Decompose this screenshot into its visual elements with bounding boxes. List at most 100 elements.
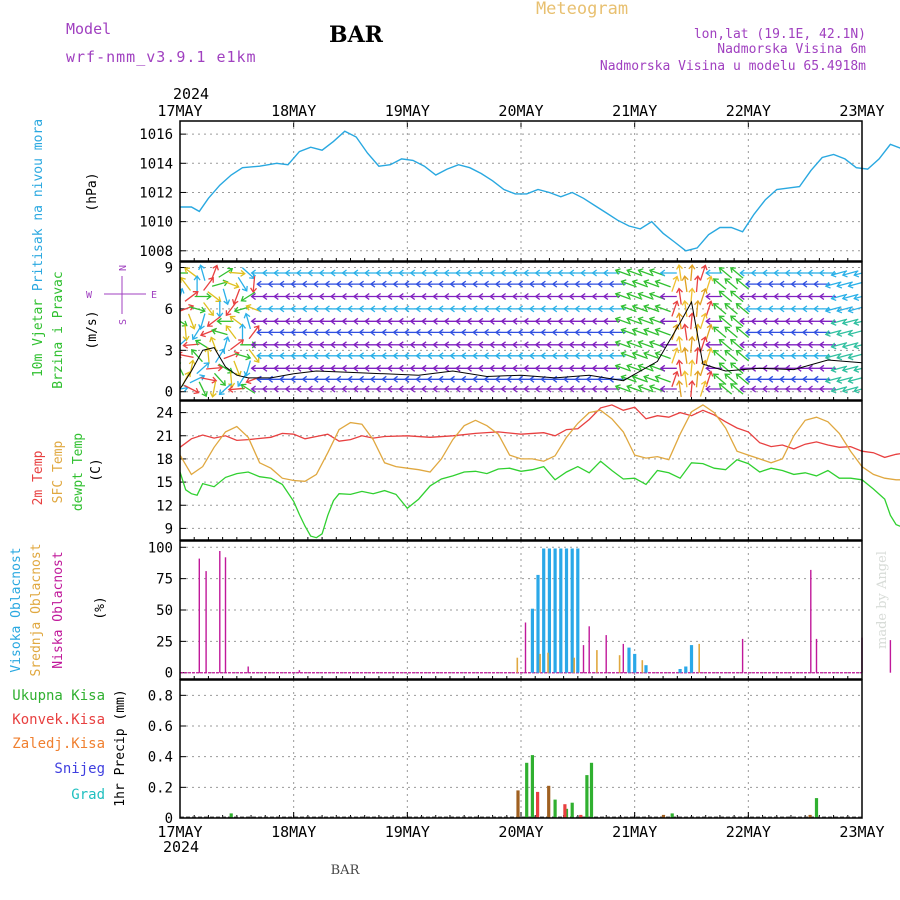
top-date-label: 21MAY (612, 102, 657, 120)
cloud-low-bar (205, 571, 207, 673)
cloud-high-bar (564, 548, 569, 673)
compass-w: W (86, 290, 93, 301)
precip-frozen-bar (516, 790, 520, 818)
cloud-high-bar (576, 548, 580, 673)
top-date-label: 18MAY (271, 102, 316, 120)
precip-conv-bar (563, 804, 567, 818)
y-tick-label: 100 (148, 540, 173, 556)
y-tick-label: 0 (165, 811, 173, 827)
y-tick-label: 6 (165, 302, 173, 318)
precip-legend-conv: Konvek.Kisa (12, 712, 105, 728)
precip-total-bar (670, 813, 674, 818)
y-tick-label: 1014 (139, 156, 173, 172)
compass-s: S (118, 319, 129, 325)
t2m-ylabel: 2m Temp (31, 450, 46, 505)
temp-unit: (C) (89, 458, 104, 481)
wind-speed-line (180, 300, 862, 390)
y-tick-label: 0.6 (148, 719, 173, 735)
dewpt-line (179, 458, 900, 539)
footer-station: BAR (331, 863, 361, 878)
y-tick-label: 3 (165, 343, 173, 359)
cloud-low-bar (815, 638, 818, 673)
wind-ylabel-sub: Brzina i Pravac (51, 271, 66, 388)
cloud-mid-bar (698, 643, 700, 673)
precip-total-bar (525, 762, 529, 818)
t2m-line (179, 404, 900, 459)
y-tick-label: 75 (156, 572, 173, 588)
bottom-date-label: 20MAY (498, 823, 543, 841)
cloud-mid-bar (539, 653, 541, 673)
cloud-low-bar (889, 640, 892, 673)
compass-e: E (151, 290, 157, 301)
product-title: Meteogram (536, 0, 628, 19)
cloud-high-ylabel: Visoka Oblacnost (9, 547, 24, 672)
panel-frame (179, 400, 863, 541)
cloud-mid-bar (547, 652, 549, 673)
cloud-high-bar (559, 548, 563, 673)
cloud-low-bar (198, 558, 200, 673)
pressure-line (180, 130, 900, 252)
panel-frame (179, 540, 863, 680)
cloud-high-bar (644, 665, 648, 673)
precip-legend-snow: Snijeg (54, 761, 105, 777)
top-date-label: 19MAY (385, 102, 430, 120)
precip-total-bar (585, 775, 589, 818)
tsfc-ylabel: SFC Temp (51, 441, 66, 504)
cloud-unit: (%) (93, 596, 108, 619)
y-tick-label: 0.8 (148, 688, 173, 704)
cloud-high-bar (553, 548, 557, 673)
y-tick-label: 1016 (139, 127, 173, 143)
cloud-low-bar (582, 645, 585, 673)
y-tick-label: 1012 (139, 185, 173, 201)
panel-frame (179, 261, 863, 401)
coords-label: lon,lat (19.1E, 42.1N) (694, 27, 866, 42)
precip-total-bar (570, 802, 574, 818)
cloud-low-ylabel: Niska Oblacnost (51, 551, 66, 668)
precip-unit: 1hr Precip (mm) (113, 689, 128, 806)
y-tick-label: 1010 (139, 215, 173, 231)
cloud-high-bar (627, 647, 631, 673)
precip-total-bar (530, 755, 534, 818)
cloud-low-bar (622, 643, 624, 673)
cloud-panel: 0 25 50 75 100 (148, 540, 892, 682)
y-tick-label: 21 (156, 429, 173, 445)
precip-total-bar (814, 798, 819, 818)
top-date-label: 22MAY (726, 102, 771, 120)
y-tick-label: 0 (165, 666, 173, 682)
bottom-date-label: 21MAY (612, 823, 657, 841)
top-date-label: 20MAY (498, 102, 543, 120)
temperature-panel: 9 12 15 18 21 24 (156, 400, 900, 541)
cloud-low-bar (605, 635, 607, 673)
precip-conv-bar (579, 814, 583, 818)
cloud-low-bar (298, 670, 301, 673)
model-value: wrf-nmm_v3.9.1 e1km (66, 48, 257, 66)
panel-frame (179, 679, 863, 819)
precip-legend-total: Ukupna Kisa (12, 688, 105, 704)
precip-total-bar (229, 813, 233, 818)
compass-n: N (118, 265, 129, 271)
cloud-mid-bar (618, 655, 621, 673)
wind-ylabel-main: 10m Vjetar (31, 299, 46, 377)
bottom-year-label: 2024 (163, 838, 199, 856)
cloud-low-bar (224, 557, 227, 673)
model-elevation-label: Nadmorska Visina u modelu 65.4918m (600, 59, 866, 74)
cloud-low-bar (219, 551, 221, 673)
y-tick-label: 1008 (139, 244, 173, 260)
cloud-high-bar (633, 653, 637, 673)
precip-frozen-bar (808, 814, 812, 818)
bottom-date-label: 18MAY (271, 823, 316, 841)
cloud-mid-bar (516, 657, 519, 673)
cloud-low-bar (524, 622, 527, 673)
precip-legend-hail: Grad (71, 787, 105, 803)
wind-panel: 0 3 6 9 (165, 261, 863, 401)
cloud-high-bar (547, 548, 551, 673)
cloud-high-bar (536, 574, 540, 673)
cloud-mid-bar (641, 660, 644, 673)
precip-total-bar (553, 799, 557, 818)
cloud-high-bar (530, 608, 534, 673)
precip-panel: 0 0.2 0.4 0.6 0.8 (148, 679, 863, 827)
model-label: Model (66, 20, 111, 38)
precip-frozen-bar (547, 785, 551, 818)
bottom-date-label: 23MAY (839, 823, 884, 841)
